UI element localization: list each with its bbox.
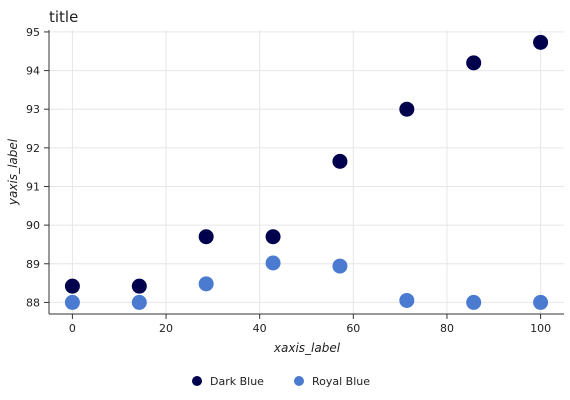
data-point — [198, 276, 214, 292]
data-point — [265, 229, 281, 245]
y-axis-label: yaxis_label — [6, 138, 20, 206]
y-tick-label: 91 — [26, 180, 40, 193]
x-tick-label: 40 — [253, 322, 267, 335]
x-tick-label: 20 — [159, 322, 173, 335]
legend-label: Royal Blue — [312, 375, 370, 388]
data-point — [198, 229, 214, 245]
legend-marker — [294, 376, 304, 386]
legend: Dark Blue Royal Blue — [192, 375, 370, 388]
data-point — [131, 294, 147, 310]
data-point — [64, 294, 80, 310]
y-tick-label: 88 — [26, 296, 40, 309]
chart-title: title — [49, 8, 78, 26]
y-tick-label: 92 — [26, 142, 40, 155]
data-point — [64, 278, 80, 294]
y-tick-label: 95 — [26, 26, 40, 39]
data-point — [399, 292, 415, 308]
data-point — [466, 294, 482, 310]
series-royal-blue — [64, 255, 549, 310]
data-point — [265, 255, 281, 271]
legend-label: Dark Blue — [210, 375, 264, 388]
x-tick-label: 100 — [530, 322, 551, 335]
data-point — [533, 294, 549, 310]
x-axis-label: xaxis_label — [273, 341, 341, 355]
data-point — [399, 101, 415, 117]
y-tick-label: 89 — [26, 258, 40, 271]
data-point — [466, 55, 482, 71]
axes: 0 20 40 60 80 100 88 89 90 91 92 93 94 95 — [26, 26, 564, 335]
data-point — [131, 278, 147, 294]
x-tick-label: 80 — [440, 322, 454, 335]
data-point — [533, 34, 549, 50]
y-tick-label: 94 — [26, 65, 40, 78]
data-point — [332, 258, 348, 274]
grid — [49, 30, 564, 314]
data-points — [64, 34, 549, 310]
x-tick-label: 60 — [346, 322, 360, 335]
legend-marker — [192, 376, 202, 386]
series-dark-blue — [64, 34, 549, 294]
x-tick-label: 0 — [69, 322, 76, 335]
data-point — [332, 153, 348, 169]
y-tick-label: 93 — [26, 103, 40, 116]
y-tick-label: 90 — [26, 219, 40, 232]
